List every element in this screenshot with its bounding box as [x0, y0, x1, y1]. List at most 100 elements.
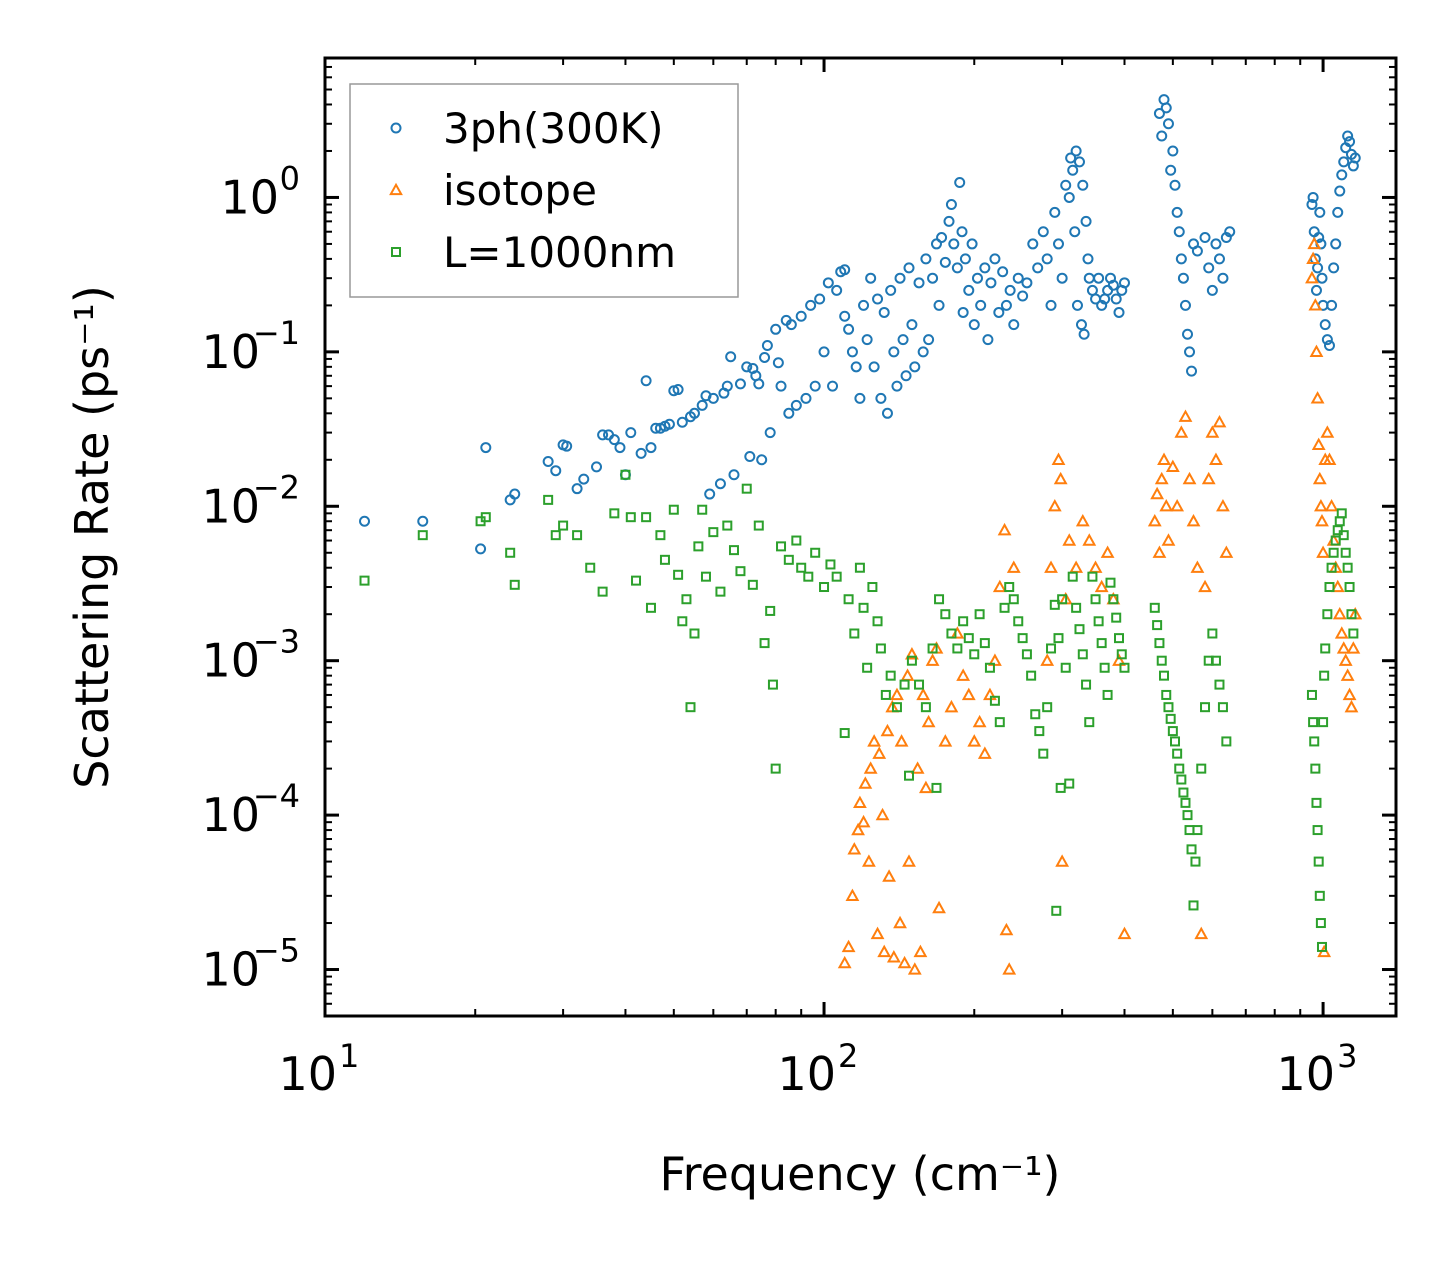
data-point [1165, 164, 1177, 176]
y-tick-label: −310 [201, 623, 300, 688]
data-point [885, 284, 897, 296]
data-point [994, 717, 1005, 728]
data-point [1219, 545, 1234, 558]
data-point [663, 418, 675, 430]
data-point [505, 547, 516, 558]
data-point [1191, 245, 1203, 257]
data-point [1205, 425, 1220, 438]
data-point [1316, 272, 1328, 284]
data-point [910, 761, 925, 774]
data-point [741, 483, 752, 494]
data-point [1004, 582, 1015, 593]
data-point [843, 323, 855, 335]
data-point [681, 594, 692, 605]
data-point [1309, 344, 1324, 358]
data-point [878, 306, 890, 318]
data-point [764, 427, 776, 439]
data-point [845, 888, 860, 902]
data-point [1004, 284, 1016, 296]
data-point [856, 814, 871, 828]
data-point [1165, 459, 1180, 473]
data-point [1154, 471, 1169, 485]
data-point [1027, 238, 1039, 250]
data-point [704, 488, 716, 500]
data-point [822, 277, 834, 289]
legend-box [349, 83, 739, 298]
data-point [909, 361, 921, 373]
data-point [1194, 926, 1209, 940]
data-point [851, 822, 865, 836]
data-point [591, 461, 603, 473]
data-point [913, 277, 925, 289]
data-point [1069, 226, 1081, 238]
data-point [655, 530, 666, 541]
data-point [1008, 594, 1019, 605]
data-point [971, 272, 983, 284]
data-point [919, 780, 933, 794]
data-point [1000, 299, 1012, 311]
data-point [917, 346, 929, 358]
data-point [867, 734, 882, 747]
data-point [1207, 628, 1218, 639]
x-tick-labels: 10 1 10 2 10 3 [278, 1037, 1357, 1101]
data-point [1216, 499, 1230, 512]
data-point [1346, 641, 1361, 654]
data-point [858, 776, 873, 789]
data-point [1200, 702, 1211, 713]
data-point [959, 253, 971, 265]
data-point [550, 530, 561, 541]
data-point [597, 429, 609, 441]
legend-entry: 3ph(300K) [390, 104, 663, 153]
data-point [1074, 624, 1085, 635]
data-point [1210, 655, 1221, 666]
data-point [843, 594, 854, 605]
series-layer [359, 94, 1363, 975]
data-point [1118, 277, 1130, 289]
data-point [689, 628, 700, 639]
data-point [561, 440, 573, 452]
data-point [1084, 717, 1095, 728]
data-point [847, 842, 862, 855]
data-point [597, 586, 608, 597]
y-tick-label: −510 [201, 932, 300, 997]
data-point [609, 508, 620, 519]
data-point [891, 380, 903, 392]
data-point [1348, 628, 1359, 639]
data-point [1188, 900, 1199, 911]
data-point [974, 609, 985, 620]
data-point [542, 455, 554, 467]
y-tick-exponent: −1 [253, 314, 300, 352]
data-point [1080, 215, 1092, 227]
data-point [992, 579, 1007, 593]
data-point [1221, 736, 1232, 747]
data-point [1173, 226, 1185, 238]
data-point [1065, 152, 1077, 164]
data-point [1332, 606, 1347, 620]
data-point [1090, 594, 1101, 605]
data-point [989, 695, 1000, 706]
data-point [904, 770, 915, 781]
data-point [677, 616, 688, 627]
data-point [805, 299, 817, 311]
data-point [1026, 670, 1037, 681]
data-point [903, 262, 915, 274]
data-point [1070, 145, 1082, 157]
data-point [1336, 169, 1348, 181]
data-point [905, 647, 919, 660]
data-point [1161, 689, 1172, 700]
data-point [1336, 641, 1351, 654]
legend-entries: 3ph(300K) isotope L=1000nm [389, 104, 676, 277]
data-point [1087, 571, 1098, 582]
data-point [770, 763, 781, 774]
data-point [837, 955, 852, 969]
data-point [827, 380, 839, 392]
data-point [894, 272, 906, 284]
data-point [881, 407, 893, 419]
data-point [1041, 253, 1053, 265]
data-point [1062, 533, 1077, 546]
data-point [1042, 702, 1053, 713]
data-point [1150, 486, 1165, 500]
data-point [1082, 253, 1094, 265]
data-point [585, 562, 596, 573]
data-point [791, 535, 802, 546]
